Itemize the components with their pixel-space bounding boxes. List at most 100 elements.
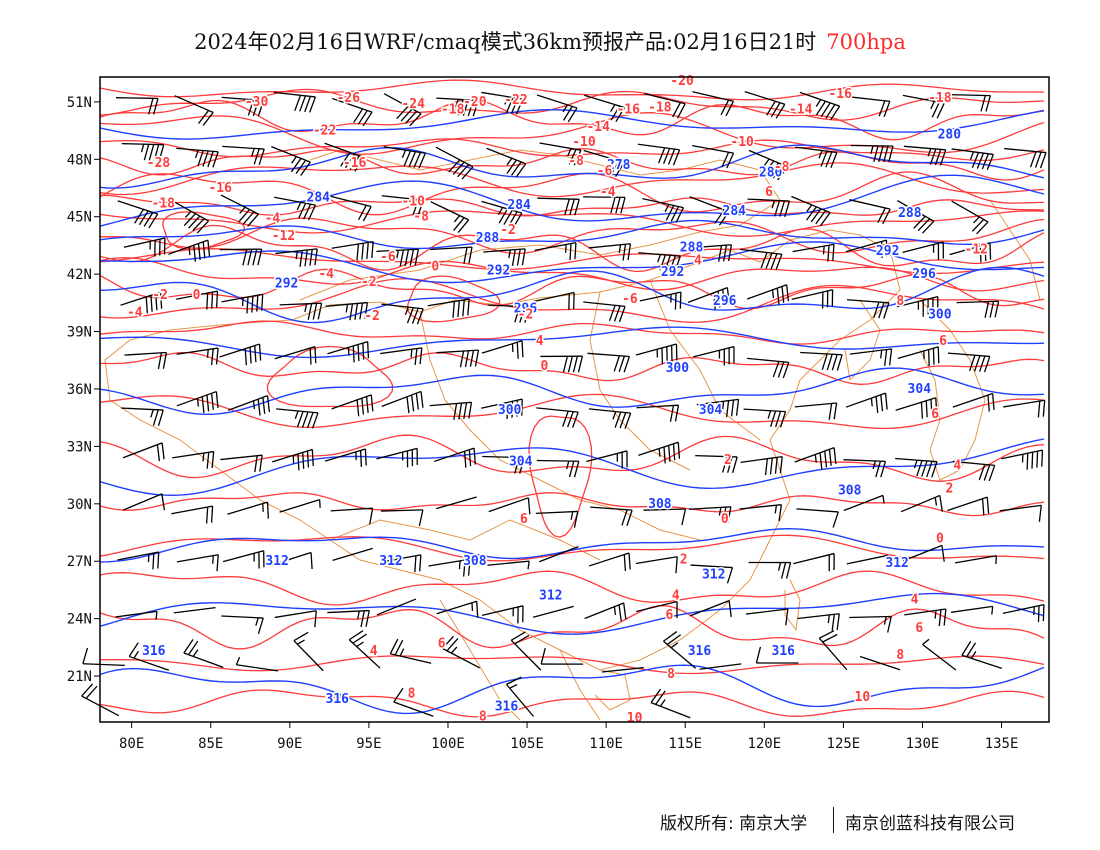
wind-barb [221,293,264,314]
wind-barb [427,298,470,318]
wind-barb [168,239,211,262]
wind-barb [793,552,835,572]
border-line [844,299,881,382]
wind-barb-layer [81,90,1047,719]
temperature-contour-label: -6 [597,164,613,179]
height-contour-label: 288 [680,240,704,255]
temperature-contour-label: 0 [721,512,729,527]
wind-barb [638,252,681,272]
wind-barb [271,448,314,471]
wind-barb [794,402,838,420]
wind-barb [699,663,742,670]
wind-barb [639,291,682,310]
wind-barb [900,494,943,513]
height-contour-label: 300 [928,307,952,322]
wind-barb [849,199,891,225]
height-contour [99,144,1045,189]
wind-barb [536,94,578,123]
wind-barb [849,348,893,366]
lat-label-36N: 36N [67,382,92,398]
wind-barb [904,608,947,627]
height-contour [99,174,1045,227]
wind-barb [897,346,940,367]
temperature-contour-label: -16 [617,103,641,118]
wind-barb [505,676,535,717]
wind-barb [1004,147,1047,169]
wind-barb [740,248,783,270]
height-contour-label: 292 [661,265,684,280]
wind-barb [376,248,420,267]
temperature-contour [99,534,1045,562]
wind-barb [692,91,735,117]
border-line [989,199,1041,301]
wind-barb [539,545,579,563]
wind-barb [219,343,262,366]
height-contour-label: 280 [759,166,783,181]
temperature-contour-label: -16 [208,181,232,196]
wind-barb [902,94,945,119]
wind-barb [220,194,259,227]
wind-barb [1003,399,1046,418]
temperature-contour-label: 4 [911,593,919,608]
lon-label-135E: 135E [985,736,1019,752]
wind-barb [951,605,994,615]
wind-barb [183,638,224,669]
wind-barb [588,408,632,429]
temperature-contour-label: 0 [541,359,549,374]
wind-barb [381,390,424,414]
wind-barb [896,296,939,317]
temperature-contour-label: -8 [568,154,584,169]
wind-barb [800,351,843,371]
temperature-label-layer: -30 -26 -24-22-20 -22-20-18 -18-18-16-16-14-… [125,72,989,727]
wind-barb [746,608,789,626]
temperature-contour-label: -14 [586,120,610,135]
wind-barb [176,347,219,366]
wind-barb [273,91,317,113]
wind-barb [583,301,626,323]
wind-barb [331,394,374,417]
wind-barb [961,640,1003,670]
wind-barb [430,246,473,264]
wind-barb [922,638,957,671]
temperature-contour [162,211,246,251]
wind-barb [235,656,279,672]
wind-barb [637,143,681,166]
temperature-contour-label: -8 [774,160,790,175]
temperature-contour [99,492,1045,517]
temperature-contour-label: 4 [953,459,961,474]
wind-barb [436,496,477,510]
wind-barb [739,504,783,522]
wind-barb [690,564,734,584]
temperature-contour-label: -30 [245,95,269,110]
wind-barb [746,284,790,305]
temperature-contour-label: -28 [147,156,171,171]
wind-barb [510,631,542,671]
temperature-contour-label: 8 [408,686,416,701]
temperature-contour-label: 6 [939,334,947,349]
temperature-contour-label: 8 [896,294,904,309]
wind-barb [845,239,888,258]
temperature-contour-label: -2 [500,223,516,238]
temperature-contour [99,689,1045,718]
wind-barb [482,455,525,474]
temperature-contour-label: -4 [600,185,616,200]
height-contour [99,326,1045,359]
lat-label-33N: 33N [67,439,92,455]
wind-barb [588,552,631,572]
wind-barb [429,401,473,420]
wind-barb [949,242,992,263]
wind-barb [799,91,841,121]
wind-barb [843,459,887,478]
wind-barb [583,196,626,214]
border-line [439,599,521,721]
wind-barb [275,248,318,267]
height-contour-label: 288 [898,206,922,221]
wind-barb [115,610,158,620]
height-contour-label: 304 [908,382,932,397]
wind-barb [748,561,792,579]
wind-barb [121,407,164,427]
wind-barb [487,304,531,323]
wind-barb [481,605,524,624]
height-contour-label: 296 [713,294,737,309]
